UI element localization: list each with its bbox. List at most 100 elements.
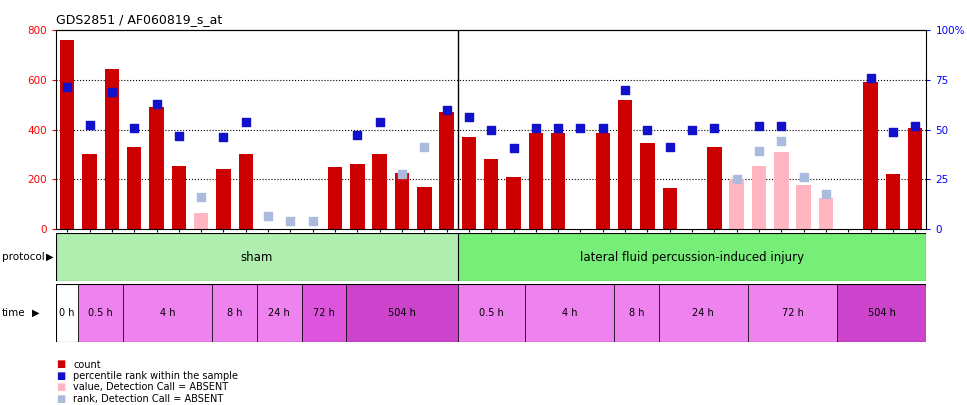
Bar xyxy=(640,143,655,229)
Bar xyxy=(194,213,209,229)
Bar xyxy=(596,133,610,229)
Text: 0.5 h: 0.5 h xyxy=(479,308,504,318)
Bar xyxy=(123,284,213,342)
Bar xyxy=(213,284,257,342)
Point xyxy=(171,132,187,139)
Bar xyxy=(457,284,525,342)
Point xyxy=(282,218,298,225)
Bar xyxy=(751,166,766,229)
Text: 0.5 h: 0.5 h xyxy=(88,308,113,318)
Bar xyxy=(56,284,78,342)
Point xyxy=(662,144,678,150)
Point xyxy=(640,126,656,133)
Point xyxy=(127,125,142,132)
Text: 0 h: 0 h xyxy=(60,308,75,318)
Bar xyxy=(908,128,923,229)
Point xyxy=(260,213,276,220)
Text: ■: ■ xyxy=(56,371,66,381)
Bar xyxy=(507,177,521,229)
Point xyxy=(193,193,209,200)
Bar xyxy=(837,284,926,342)
Point xyxy=(595,125,610,132)
Bar xyxy=(797,185,811,229)
Text: 8 h: 8 h xyxy=(227,308,243,318)
Bar xyxy=(350,164,365,229)
Point xyxy=(82,122,98,128)
Point xyxy=(395,171,410,177)
Point xyxy=(885,129,900,135)
Bar xyxy=(328,167,342,229)
Bar xyxy=(346,284,457,342)
Point xyxy=(216,134,231,140)
Point xyxy=(863,74,878,81)
Point xyxy=(774,138,789,144)
Text: 24 h: 24 h xyxy=(269,308,290,318)
Bar xyxy=(171,166,186,229)
Point xyxy=(796,173,811,180)
Point xyxy=(729,176,745,182)
Bar xyxy=(886,174,900,229)
Text: percentile rank within the sample: percentile rank within the sample xyxy=(73,371,239,381)
Bar xyxy=(127,147,141,229)
Bar xyxy=(707,147,721,229)
Point xyxy=(617,87,632,93)
Text: sham: sham xyxy=(241,251,273,264)
Bar xyxy=(529,133,543,229)
Text: 4 h: 4 h xyxy=(562,308,577,318)
Bar xyxy=(457,233,926,281)
Bar xyxy=(417,187,431,229)
Text: 504 h: 504 h xyxy=(867,308,895,318)
Bar xyxy=(395,173,409,229)
Bar xyxy=(551,133,566,229)
Point xyxy=(550,125,566,132)
Text: ■: ■ xyxy=(56,360,66,369)
Text: ▶: ▶ xyxy=(32,308,40,318)
Text: GDS2851 / AF060819_s_at: GDS2851 / AF060819_s_at xyxy=(56,13,222,26)
Text: rank, Detection Call = ABSENT: rank, Detection Call = ABSENT xyxy=(73,394,223,403)
Bar xyxy=(372,154,387,229)
Point xyxy=(60,84,75,91)
Bar xyxy=(60,40,74,229)
Bar xyxy=(819,198,834,229)
Point xyxy=(572,125,588,132)
Bar xyxy=(78,284,123,342)
Text: 504 h: 504 h xyxy=(388,308,416,318)
Point xyxy=(350,131,366,138)
Bar xyxy=(439,112,454,229)
Text: 72 h: 72 h xyxy=(781,308,804,318)
Text: protocol: protocol xyxy=(2,252,44,262)
Text: count: count xyxy=(73,360,102,369)
Point xyxy=(751,123,767,129)
Bar xyxy=(257,284,302,342)
Point xyxy=(751,147,767,154)
Bar xyxy=(662,188,677,229)
Bar xyxy=(82,154,97,229)
Text: ▶: ▶ xyxy=(46,252,54,262)
Text: 8 h: 8 h xyxy=(629,308,644,318)
Text: 4 h: 4 h xyxy=(160,308,175,318)
Text: value, Detection Call = ABSENT: value, Detection Call = ABSENT xyxy=(73,382,228,392)
Text: time: time xyxy=(2,308,25,318)
Bar xyxy=(56,233,457,281)
Point xyxy=(707,125,722,132)
Point xyxy=(417,144,432,150)
Text: lateral fluid percussion-induced injury: lateral fluid percussion-induced injury xyxy=(580,251,805,264)
Bar xyxy=(302,284,346,342)
Point xyxy=(238,119,253,126)
Bar xyxy=(775,152,789,229)
Point xyxy=(774,123,789,129)
Point xyxy=(305,218,320,225)
Point xyxy=(104,89,120,96)
Bar xyxy=(461,137,476,229)
Point xyxy=(484,126,499,133)
Text: ■: ■ xyxy=(56,382,66,392)
Bar xyxy=(525,284,614,342)
Bar xyxy=(618,100,632,229)
Text: ■: ■ xyxy=(56,394,66,403)
Point xyxy=(907,123,923,129)
Point xyxy=(461,114,477,120)
Point xyxy=(506,145,521,151)
Bar xyxy=(729,179,744,229)
Bar xyxy=(104,69,119,229)
Point xyxy=(372,119,388,126)
